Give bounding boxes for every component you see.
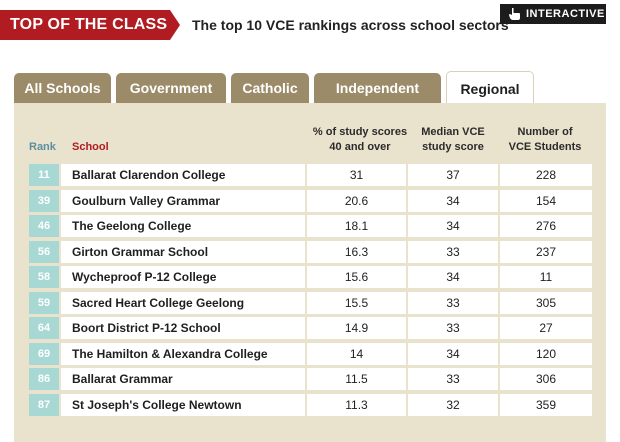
table-row: 56 Girton Grammar School 16.3 33 237 bbox=[14, 241, 606, 263]
median-cell: 34 bbox=[408, 190, 498, 212]
median-cell: 33 bbox=[408, 368, 498, 390]
header-pct: % of study scores 40 and over bbox=[304, 125, 416, 155]
rank-cell: 56 bbox=[29, 241, 59, 263]
school-cell: The Geelong College bbox=[61, 215, 305, 237]
rank-cell: 46 bbox=[29, 215, 59, 237]
pct-cell: 15.5 bbox=[307, 292, 406, 314]
table-row: 59 Sacred Heart College Geelong 15.5 33 305 bbox=[14, 292, 606, 314]
school-cell: Ballarat Grammar bbox=[61, 368, 305, 390]
pct-cell: 14 bbox=[307, 343, 406, 365]
students-cell: 27 bbox=[500, 317, 592, 339]
interactive-button[interactable]: INTERACTIVE bbox=[500, 4, 606, 24]
rank-cell: 39 bbox=[29, 190, 59, 212]
pct-cell: 15.6 bbox=[307, 266, 406, 288]
students-cell: 228 bbox=[500, 164, 592, 186]
median-cell: 34 bbox=[408, 215, 498, 237]
school-cell: Wycheproof P-12 College bbox=[61, 266, 305, 288]
header-median-line1: Median VCE bbox=[421, 126, 485, 138]
school-cell: St Joseph's College Newtown bbox=[61, 394, 305, 416]
header-pct-line1: % of study scores bbox=[312, 126, 408, 138]
median-cell: 33 bbox=[408, 292, 498, 314]
header-median: Median VCE study score bbox=[408, 125, 498, 155]
header-students-line1: Number of bbox=[517, 126, 573, 138]
header-students: Number of VCE Students bbox=[499, 125, 591, 155]
rank-cell: 58 bbox=[29, 266, 59, 288]
table-row: 86 Ballarat Grammar 11.5 33 306 bbox=[14, 368, 606, 390]
median-cell: 32 bbox=[408, 394, 498, 416]
pct-cell: 11.5 bbox=[307, 368, 406, 390]
students-cell: 11 bbox=[500, 266, 592, 288]
rank-cell: 86 bbox=[29, 368, 59, 390]
students-cell: 306 bbox=[500, 368, 592, 390]
table-row: 87 St Joseph's College Newtown 11.3 32 359 bbox=[14, 394, 606, 416]
rank-cell: 87 bbox=[29, 394, 59, 416]
students-cell: 276 bbox=[500, 215, 592, 237]
pct-cell: 18.1 bbox=[307, 215, 406, 237]
tab-regional[interactable]: Regional bbox=[446, 71, 534, 105]
students-cell: 359 bbox=[500, 394, 592, 416]
school-cell: Goulburn Valley Grammar bbox=[61, 190, 305, 212]
table-row: 64 Boort District P-12 School 14.9 33 27 bbox=[14, 317, 606, 339]
header-pct-line2: 40 and over bbox=[329, 141, 391, 153]
students-cell: 120 bbox=[500, 343, 592, 365]
table-row: 69 The Hamilton & Alexandra College 14 34 12… bbox=[14, 343, 606, 365]
school-cell: Girton Grammar School bbox=[61, 241, 305, 263]
rank-cell: 69 bbox=[29, 343, 59, 365]
school-cell: The Hamilton & Alexandra College bbox=[61, 343, 305, 365]
table-row: 39 Goulburn Valley Grammar 20.6 34 154 bbox=[14, 190, 606, 212]
tab-government[interactable]: Government bbox=[116, 73, 226, 103]
pct-cell: 14.9 bbox=[307, 317, 406, 339]
school-cell: Boort District P-12 School bbox=[61, 317, 305, 339]
school-cell: Ballarat Clarendon College bbox=[61, 164, 305, 186]
table-row: 58 Wycheproof P-12 College 15.6 34 11 bbox=[14, 266, 606, 288]
median-cell: 37 bbox=[408, 164, 498, 186]
interactive-label: INTERACTIVE bbox=[526, 8, 605, 20]
pct-cell: 11.3 bbox=[307, 394, 406, 416]
title-badge: TOP OF THE CLASS bbox=[0, 10, 180, 40]
rank-cell: 11 bbox=[29, 164, 59, 186]
pct-cell: 20.6 bbox=[307, 190, 406, 212]
header-median-line2: study score bbox=[422, 141, 484, 153]
tab-catholic[interactable]: Catholic bbox=[231, 73, 309, 103]
median-cell: 34 bbox=[408, 343, 498, 365]
pointing-hand-icon bbox=[509, 8, 520, 20]
tab-all-schools[interactable]: All Schools bbox=[14, 73, 111, 103]
students-cell: 237 bbox=[500, 241, 592, 263]
median-cell: 33 bbox=[408, 241, 498, 263]
page-subtitle: The top 10 VCE rankings across school se… bbox=[192, 17, 509, 33]
pct-cell: 31 bbox=[307, 164, 406, 186]
header: TOP OF THE CLASS The top 10 VCE rankings… bbox=[0, 0, 620, 50]
students-cell: 305 bbox=[500, 292, 592, 314]
rank-cell: 64 bbox=[29, 317, 59, 339]
students-cell: 154 bbox=[500, 190, 592, 212]
school-cell: Sacred Heart College Geelong bbox=[61, 292, 305, 314]
header-rank: Rank bbox=[29, 141, 56, 153]
median-cell: 34 bbox=[408, 266, 498, 288]
tab-independent[interactable]: Independent bbox=[314, 73, 441, 103]
header-school: School bbox=[72, 141, 109, 153]
median-cell: 33 bbox=[408, 317, 498, 339]
header-students-line2: VCE Students bbox=[508, 141, 582, 153]
rankings-table: Rank School % of study scores 40 and ove… bbox=[14, 103, 606, 442]
table-row: 46 The Geelong College 18.1 34 276 bbox=[14, 215, 606, 237]
pct-cell: 16.3 bbox=[307, 241, 406, 263]
rank-cell: 59 bbox=[29, 292, 59, 314]
table-row: 11 Ballarat Clarendon College 31 37 228 bbox=[14, 164, 606, 186]
